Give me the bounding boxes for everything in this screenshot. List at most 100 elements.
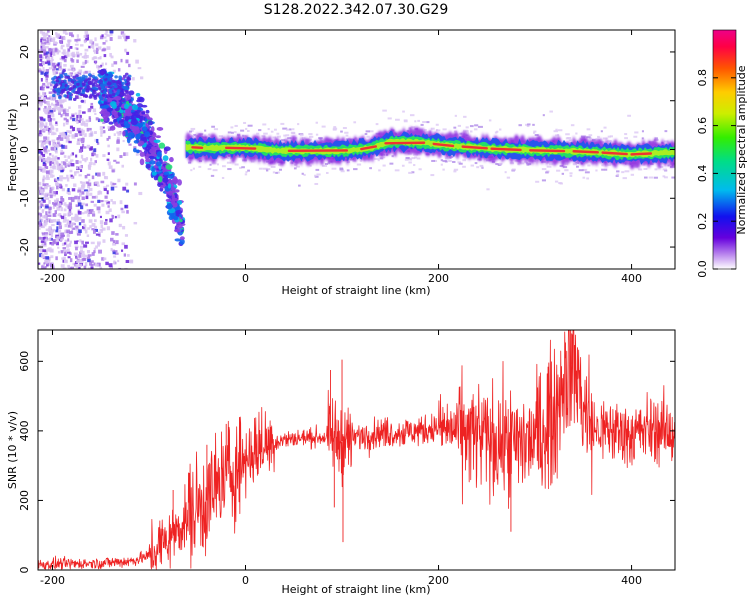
spectrogram-halo-dot — [442, 160, 447, 163]
spectrogram-halo-dot — [191, 129, 194, 132]
snr-xtick-label: -200 — [40, 574, 65, 587]
spectrogram-noise-dot — [77, 119, 81, 123]
spectrogram-branch-dot — [114, 75, 118, 79]
spectrogram-noise-dot — [76, 142, 81, 145]
spectrogram-noise-dot — [92, 46, 95, 50]
spectrogram-noise-dot — [39, 30, 43, 34]
spectrogram-noise-dot — [96, 206, 101, 211]
spectrogram-halo-dot — [520, 162, 525, 165]
spectrogram-ridge-core — [432, 142, 455, 148]
spectrogram-noise-dot — [110, 31, 113, 36]
spectrogram-branch-dot — [93, 94, 98, 98]
spectrogram-ridge-inner — [185, 138, 675, 158]
spectrogram-noise-dot — [75, 54, 79, 58]
spectrogram-noise-dot — [97, 46, 102, 50]
spectrogram-noise-dot — [52, 37, 56, 40]
spectrogram-noise-dot — [38, 244, 41, 248]
spectrogram-noise-dot — [110, 184, 115, 188]
spectrogram-halo-dot — [297, 123, 300, 126]
spectrogram-noise-dot — [127, 254, 130, 257]
spectrogram-noise-dot — [78, 216, 82, 221]
spectrogram-halo-dot — [559, 182, 563, 185]
spectrogram-halo-dot — [258, 167, 263, 170]
spectrogram-noise-dot — [72, 117, 76, 122]
spectrogram-noise-dot — [48, 103, 51, 108]
spectrogram-noise-dot — [81, 253, 86, 258]
spectrogram-ridge-core — [572, 150, 599, 154]
spectrogram-noise-dot — [46, 136, 50, 141]
spectrogram-halo-dot — [315, 121, 318, 124]
spectrogram-noise-dot — [72, 68, 75, 72]
spectrogram-noise-dot — [56, 51, 60, 55]
spectrogram-noise-dot — [92, 229, 96, 234]
spectrogram-halo-dot — [624, 137, 628, 140]
spectrogram-noise-dot — [95, 195, 98, 199]
spectrogram-noise-dot — [75, 167, 79, 170]
spectrogram-branch-dot — [61, 82, 66, 86]
spectrogram-branch-dot — [80, 99, 85, 103]
spectrogram-noise-dot — [105, 200, 109, 203]
spectrogram-halo-dot — [339, 168, 344, 171]
spectrogram-branch-dot — [108, 121, 114, 125]
spectrogram-noise-dot — [56, 177, 60, 181]
spectrogram-branch-dot — [97, 87, 102, 91]
spectrogram-noise-dot — [61, 242, 66, 246]
spectrogram-halo-dot — [464, 130, 469, 133]
spectrogram-ridge-core — [630, 152, 653, 156]
spectrogram-noise-dot — [42, 160, 46, 164]
spectrogram-noise-dot — [64, 145, 68, 149]
spectrogram-branch-dot — [147, 120, 153, 126]
spectrogram-noise-dot — [88, 70, 92, 74]
spectrogram-noise-dot — [43, 234, 48, 238]
snr-line — [38, 330, 675, 570]
spectrogram-halo-dot — [638, 168, 643, 171]
spectrogram-noise-dot — [44, 253, 48, 256]
spectrogram-noise-dot — [75, 256, 78, 260]
spectrogram-halo-dot — [270, 166, 276, 169]
spectrogram-halo-dot — [191, 134, 195, 137]
spectrogram-branch-dot — [170, 200, 176, 206]
spectrogram-branch-dot — [52, 93, 56, 98]
spectrogram-noise-dot — [81, 143, 85, 148]
spectrogram-noise-dot — [88, 117, 92, 122]
spectrogram-halo-dot — [353, 121, 357, 124]
spectrogram-noise-dot — [125, 59, 129, 64]
spectrogram-halo-dot — [469, 125, 474, 128]
spectrogram-halo-dot — [272, 171, 275, 174]
spectrogram-branch-dot — [165, 198, 173, 203]
spectrogram-halo-dot — [555, 128, 558, 131]
spectrogram-noise-dot — [56, 185, 59, 190]
spectrogram-noise-dot — [85, 119, 90, 123]
spectrogram-branch-dot — [51, 80, 55, 84]
spectrogram-halo-dot — [430, 174, 435, 177]
spectrogram-noise-dot — [45, 166, 48, 169]
spectrogram-noise-dot — [77, 211, 82, 215]
spectrogram-noise-dot — [40, 71, 44, 75]
spectrogram-noise-dot — [68, 203, 73, 207]
spectrogram-noise-dot — [45, 69, 50, 73]
spectrogram-noise-dot — [74, 112, 78, 115]
spectrogram-halo-dot — [331, 167, 337, 170]
spectrogram-noise-dot — [50, 265, 53, 269]
spectrogram-noise-dot — [59, 238, 64, 241]
spectrogram-halo-dot — [287, 137, 292, 140]
spectrogram-noise-dot — [56, 241, 59, 246]
spectrogram-halo-dot — [274, 128, 277, 131]
spectrogram-noise-dot — [96, 65, 100, 69]
spectrogram-halo-dot — [403, 120, 408, 123]
spectrogram-noise-dot — [59, 99, 63, 103]
spectrogram-noise-dot — [116, 147, 120, 152]
spectrogram-branch-dot — [70, 80, 75, 84]
spectrogram-noise-dot — [61, 215, 65, 220]
spectrogram-halo-dot — [588, 134, 593, 137]
spectrogram-branch-dot — [166, 203, 173, 210]
spectrogram-noise-dot — [49, 189, 52, 194]
spectrogram-branch-dot — [124, 85, 129, 89]
spectrogram-noise-dot — [42, 118, 46, 122]
spectrogram-noise-dot — [99, 220, 104, 225]
spectrogram-branch-dot — [174, 228, 181, 233]
spectrogram-branch-dot — [99, 83, 104, 87]
spectrogram-noise-dot — [46, 170, 50, 175]
spectrogram-branch-dot — [109, 91, 113, 95]
spectrogram-noise-dot — [39, 191, 42, 195]
